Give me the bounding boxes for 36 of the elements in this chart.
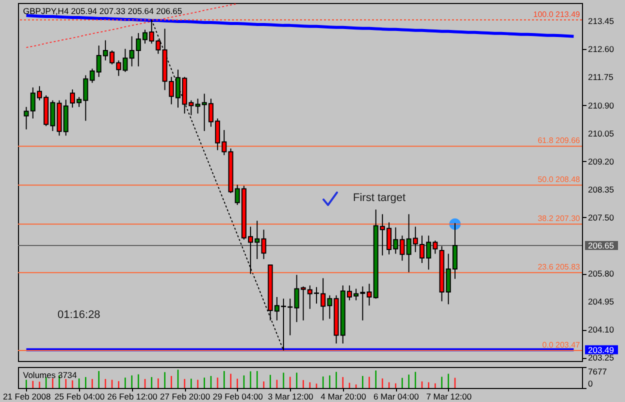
x-tick-label: 6 Mar 04:00: [373, 392, 420, 402]
x-tick-label: 29 Feb 04:00: [212, 392, 264, 402]
y-tick-label: 213.45: [588, 16, 614, 26]
y-tick-label: 203.25: [588, 352, 614, 363]
y-tick-label: 206.65: [588, 240, 614, 251]
annotation: 01:16:28: [57, 309, 100, 322]
y-tick-label: 207.50: [588, 212, 614, 222]
y-tick-label: 205.80: [588, 268, 614, 279]
x-tick-label: 7 Mar 12:00: [426, 392, 472, 402]
y-tick-label: 209.20: [588, 156, 614, 166]
y-tick-label: 0: [588, 378, 593, 388]
x-tick-label: 27 Feb 20:00: [160, 392, 210, 402]
y-tick-label: 210.05: [588, 128, 614, 138]
line-series: [26, 3, 238, 48]
y-tick-label: 204.95: [588, 296, 614, 307]
x-tick-label: 3 Mar 12:00: [268, 392, 314, 402]
annotation: First target: [353, 192, 406, 204]
y-tick-label: 212.60: [588, 44, 614, 54]
y-tick-label: 208.35: [588, 184, 614, 194]
x-tick-label: 21 Feb 2008: [2, 392, 51, 402]
y-tick-label: 7677: [588, 366, 608, 376]
y-tick-label: 204.10: [588, 324, 614, 335]
ref-line-label: 61.8 209.66: [538, 136, 581, 146]
ref-line-label: 23.6 205.83: [538, 262, 581, 272]
ref-line-label: 100.0 213.49: [533, 10, 581, 19]
ref-line-label: 0.0 203.47: [542, 340, 581, 350]
y-tick-label: 203.49: [588, 344, 614, 355]
chart-title: GBPJPY,H4 205.94 207.33 205.64 206.65: [23, 6, 182, 16]
y-tick-label: 210.90: [588, 100, 614, 110]
x-tick-label: 26 Feb 12:00: [107, 392, 158, 402]
y-tick-label: 211.75: [588, 72, 614, 82]
x-tick-label: 4 Mar 20:00: [320, 392, 366, 402]
ref-line-label: 38.2 207.30: [538, 214, 581, 224]
x-tick-label: 25 Feb 04:00: [54, 392, 105, 402]
ref-line-label: 50.0 208.48: [538, 175, 581, 184]
chart-title: Volumes 3734: [23, 370, 78, 380]
